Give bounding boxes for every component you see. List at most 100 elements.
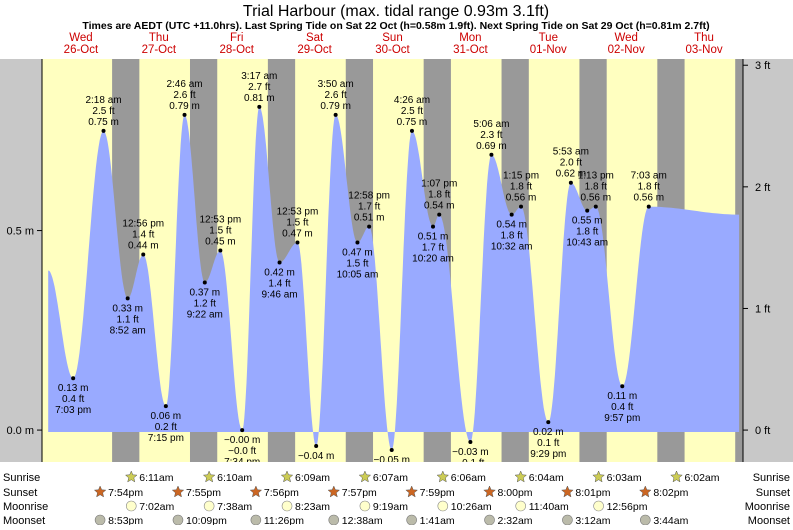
day-date: 26-Oct <box>64 44 99 56</box>
tide-time: 12:53 pm <box>200 215 242 226</box>
moonrise-icon <box>515 500 527 512</box>
tide-height-m: 0.79 m <box>320 101 351 112</box>
tide-time: 2:18 am <box>85 95 121 106</box>
sunset-icon <box>171 485 185 498</box>
tide-height-ft: 1.8 ft <box>638 182 660 193</box>
tide-point <box>585 208 590 213</box>
moonset-time: 3:12am <box>575 515 610 525</box>
sunrise-time: 6:03am <box>607 472 642 484</box>
sunset-icon <box>249 485 263 498</box>
tide-time: 9:46 am <box>261 289 297 300</box>
tide-time: 9:57 pm <box>604 413 640 424</box>
astro-label-left-moonset: Moonset <box>3 515 45 525</box>
astro-label-left-moonrise: Moonrise <box>3 501 48 513</box>
astro-table: Sunrise Sunrise 6:11am 6:10am 6:09am 6:07am 6:… <box>0 462 793 527</box>
tide-height-ft: 0.4 ft <box>62 394 84 405</box>
tide-height-ft: 2.6 ft <box>173 90 195 101</box>
tide-height-ft: 0.1 ft <box>537 438 559 449</box>
tide-height-m: 0.51 m <box>354 213 385 224</box>
tide-point <box>314 444 319 449</box>
day-date: 27-Oct <box>142 44 177 56</box>
moonset-time: 12:38am <box>342 515 383 525</box>
tide-time: 12:58 pm <box>348 191 390 202</box>
sunset-time: 7:54pm <box>108 487 143 499</box>
tide-height-m: 0.54 m <box>424 201 455 212</box>
moonset-icon <box>640 514 651 526</box>
moonset-icon <box>94 514 106 526</box>
tide-time: 10:05 am <box>337 270 379 281</box>
sunset-icon <box>561 485 574 498</box>
sunset-time: 7:56pm <box>264 487 299 499</box>
sunrise-icon <box>670 470 683 483</box>
astro-label-right-moonset: Moonset <box>748 515 790 525</box>
day-name: Thu <box>149 32 169 44</box>
tide-point <box>568 180 573 185</box>
tide-point <box>257 104 262 109</box>
moonset-icon <box>484 514 495 526</box>
moonset-icon <box>250 514 262 526</box>
sunset-icon <box>638 485 652 498</box>
left-tick-label: 0.5 m <box>6 226 34 238</box>
tide-height-m: 0.11 m <box>607 391 637 402</box>
tide-height-m: 0.75 m <box>88 117 119 128</box>
night-band <box>735 59 743 462</box>
moonset-icon <box>406 514 417 526</box>
tide-height-ft: 2.5 ft <box>92 106 114 117</box>
tide-point <box>509 212 514 217</box>
tide-label: 5:06 am2.3 ft0.69 m <box>473 119 509 152</box>
tide-label: 0.33 m1.1 ft8:52 am <box>110 303 146 336</box>
day-date: 02-Nov <box>608 44 645 56</box>
tide-height-m: 0.75 m <box>397 117 428 128</box>
tide-height-ft: 1.2 ft <box>194 298 216 309</box>
moonset-time: 3:44am <box>653 515 688 525</box>
tide-time: 9:29 pm <box>530 449 566 460</box>
tide-height-ft: −0.0 ft <box>228 446 256 457</box>
tide-label: 12:56 pm1.4 ft0.44 m <box>122 219 164 252</box>
tide-label: 1:13 pm1.8 ft0.56 m <box>578 171 614 204</box>
moonrise-time: 12:56pm <box>607 501 648 513</box>
sunrise-icon <box>202 470 216 483</box>
tide-point <box>182 112 187 117</box>
tide-height-ft: 2.0 ft <box>560 158 582 169</box>
astro-label-right-sunset: Sunset <box>756 487 790 499</box>
tide-height-m: 0.51 m <box>418 232 449 243</box>
sunset-icon <box>327 485 341 498</box>
tide-height-ft: 1.5 ft <box>286 218 308 229</box>
chart-subtitle: Times are AEDT (UTC +11.0hrs). Last Spri… <box>82 20 709 32</box>
sunrise-icon <box>358 470 372 483</box>
day-date: 03-Nov <box>686 44 723 56</box>
tide-time: 10:43 am <box>566 238 608 249</box>
tide-height-m: 0.42 m <box>264 267 295 278</box>
tide-height-m: 0.69 m <box>476 141 507 152</box>
day-name: Sat <box>306 32 324 44</box>
moonrise-icon <box>437 500 449 512</box>
sunrise-time: 6:02am <box>684 472 719 484</box>
tide-height-m: 0.45 m <box>205 237 236 248</box>
tide-height-ft: 2.7 ft <box>248 82 270 93</box>
tide-height-m: 0.55 m <box>572 216 603 227</box>
day-name: Tue <box>539 32 558 44</box>
sunrise-icon <box>514 470 528 483</box>
tide-point <box>620 384 625 389</box>
tide-point <box>519 204 524 209</box>
sunset-time: 8:01pm <box>575 487 610 499</box>
tide-height-m: 0.54 m <box>496 220 527 231</box>
tide-time: 7:03 pm <box>55 405 91 416</box>
tide-label: 7:03 am1.8 ft0.56 m <box>631 171 667 204</box>
tide-point <box>125 296 130 301</box>
tide-height-m: −0.03 m <box>452 447 488 458</box>
tide-point <box>277 260 282 265</box>
tide-point <box>333 112 338 117</box>
tide-height-ft: 0.2 ft <box>155 422 177 433</box>
day-date: 31-Oct <box>453 44 488 56</box>
tide-height-m: 0.47 m <box>282 229 313 240</box>
tide-time: 1:15 pm <box>503 171 539 182</box>
day-date: 28-Oct <box>219 44 254 56</box>
moonrise-icon <box>359 500 371 512</box>
right-tick-label: 3 ft <box>755 60 770 72</box>
moonrise-time: 11:40am <box>529 501 569 513</box>
